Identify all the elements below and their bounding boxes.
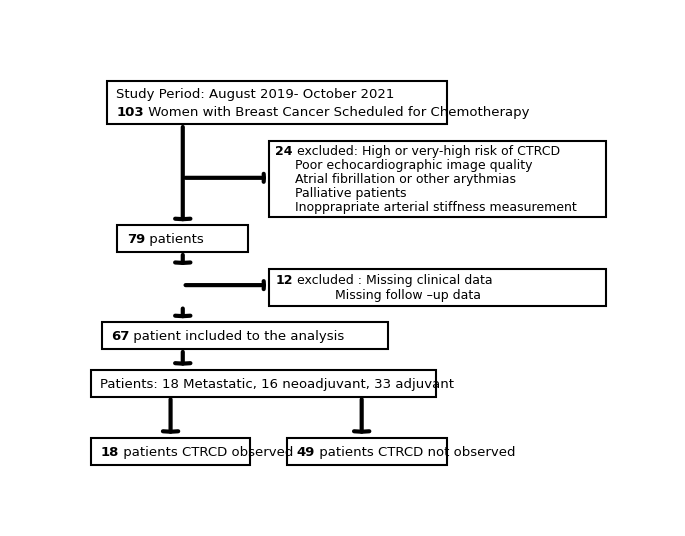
Text: Women with Breast Cancer Scheduled for Chemotherapy: Women with Breast Cancer Scheduled for C… — [144, 106, 530, 119]
Text: excluded: High or very-high risk of CTRCD: excluded: High or very-high risk of CTRC… — [292, 145, 560, 158]
Text: 24: 24 — [275, 145, 292, 158]
Text: 67: 67 — [111, 330, 129, 343]
FancyBboxPatch shape — [91, 370, 436, 397]
FancyBboxPatch shape — [269, 269, 606, 306]
Text: Patients: 18 Metastatic, 16 neoadjuvant, 33 adjuvant: Patients: 18 Metastatic, 16 neoadjuvant,… — [101, 377, 454, 391]
Text: patient included to the analysis: patient included to the analysis — [129, 330, 345, 343]
FancyBboxPatch shape — [288, 438, 447, 465]
FancyBboxPatch shape — [118, 225, 247, 252]
FancyBboxPatch shape — [91, 438, 250, 465]
FancyBboxPatch shape — [107, 81, 447, 124]
Text: 12: 12 — [275, 274, 292, 287]
Text: Study Period: August 2019- October 2021: Study Period: August 2019- October 2021 — [116, 88, 395, 101]
Text: Poor echocardiographic image quality: Poor echocardiographic image quality — [275, 159, 533, 172]
Text: 49: 49 — [297, 446, 315, 459]
Text: 79: 79 — [127, 233, 145, 246]
Text: Palliative patients: Palliative patients — [275, 187, 407, 200]
Text: excluded : Missing clinical data: excluded : Missing clinical data — [292, 274, 493, 287]
Text: 18: 18 — [101, 446, 119, 459]
Text: patients CTRCD observed: patients CTRCD observed — [119, 446, 293, 459]
Text: Inopprapriate arterial stiffness measurement: Inopprapriate arterial stiffness measure… — [275, 202, 577, 214]
FancyBboxPatch shape — [101, 322, 388, 349]
FancyBboxPatch shape — [269, 140, 606, 217]
Text: Atrial fibrillation or other arythmias: Atrial fibrillation or other arythmias — [275, 173, 516, 186]
Text: 103: 103 — [116, 106, 144, 119]
Text: patients: patients — [145, 233, 204, 246]
Text: Missing follow –up data: Missing follow –up data — [275, 289, 481, 302]
Text: patients CTRCD not observed: patients CTRCD not observed — [315, 446, 516, 459]
